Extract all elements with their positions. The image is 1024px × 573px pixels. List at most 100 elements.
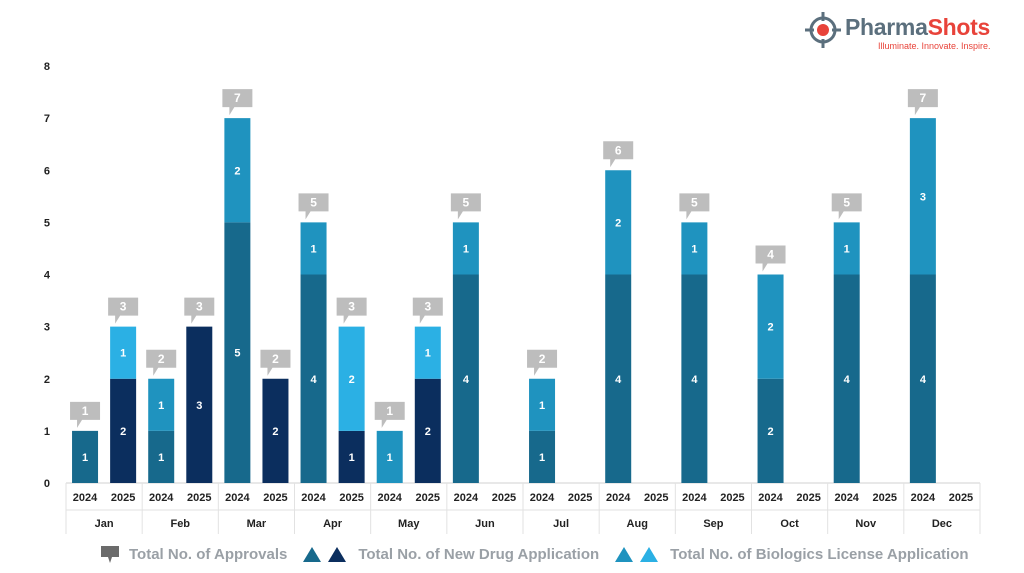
bar-nda	[605, 274, 632, 483]
total-label: 2	[272, 352, 279, 366]
x-tick-year: 2025	[720, 492, 744, 504]
y-tick-label: 4	[44, 270, 51, 282]
total-label: 7	[920, 91, 927, 105]
x-tick-year: 2025	[111, 492, 135, 504]
total-callout	[603, 141, 634, 168]
x-tick-year: 2024	[377, 492, 402, 504]
y-tick-label: 2	[44, 374, 50, 386]
y-tick-label: 7	[44, 113, 50, 125]
bar-nda	[300, 274, 327, 483]
total-label: 5	[691, 195, 698, 209]
total-label: 3	[348, 300, 355, 314]
total-label: 4	[767, 248, 774, 262]
bar-nda	[110, 378, 137, 483]
bar-bla-label: 1	[120, 348, 126, 360]
bar-nda	[338, 430, 365, 483]
bar-bla-label: 2	[349, 374, 355, 386]
x-tick-year: 2024	[454, 492, 479, 504]
triangle-pair-icon	[615, 547, 659, 562]
bar-nda-label: 4	[310, 374, 317, 386]
triangle-pair-icon	[303, 547, 347, 562]
x-tick-year: 2025	[492, 492, 516, 504]
total-callout	[260, 349, 291, 376]
brand-tagline: Illuminate. Innovate. Inspire.	[878, 41, 991, 51]
total-callout	[336, 297, 367, 324]
legend-item-total: Total No. of Approvals	[100, 544, 287, 564]
total-callout	[70, 401, 101, 428]
total-callout	[146, 349, 177, 376]
legend-label-bla: Total No. of Biologics License Applicati…	[670, 545, 969, 563]
bar-bla-label: 1	[463, 243, 469, 255]
total-label: 1	[82, 404, 89, 418]
total-label: 5	[310, 195, 317, 209]
bar-bla-label: 1	[691, 243, 697, 255]
bar-nda-label: 2	[767, 426, 773, 438]
x-tick-year: 2025	[416, 492, 440, 504]
x-tick-month: Mar	[247, 518, 267, 530]
bar-bla-label: 2	[615, 217, 621, 229]
x-tick-year: 2024	[758, 492, 783, 504]
bar-nda	[72, 430, 99, 483]
bar-bla	[681, 222, 708, 275]
bar-nda-label: 4	[920, 374, 927, 386]
bar-bla	[605, 170, 632, 275]
total-callout	[108, 297, 139, 324]
x-tick-year: 2024	[149, 492, 174, 504]
bar-nda	[452, 274, 479, 483]
bar-nda	[148, 430, 175, 483]
bar-bla-label: 1	[844, 243, 850, 255]
bar-bla	[757, 274, 784, 379]
bar-nda-label: 4	[615, 374, 622, 386]
bar-nda	[224, 222, 251, 483]
total-callout	[450, 193, 481, 220]
bar-nda-label: 4	[463, 374, 470, 386]
bar-nda-label: 5	[234, 348, 240, 360]
total-callout	[679, 193, 710, 220]
legend-item-bla: Total No. of Biologics License Applicati…	[613, 544, 969, 564]
legend-label-total: Total No. of Approvals	[129, 545, 288, 563]
y-tick-label: 3	[44, 322, 50, 334]
pharmashots-logo: PharmaShots Illuminate. Innovate. Inspir…	[805, 10, 1005, 58]
bar-bla-label: 3	[920, 191, 926, 203]
total-callout	[298, 193, 329, 220]
x-tick-year: 2024	[301, 492, 326, 504]
bar-bla-label: 1	[539, 400, 545, 412]
bar-nda-label: 2	[425, 426, 431, 438]
bar-bla	[338, 326, 365, 431]
total-callout	[527, 349, 558, 376]
x-tick-year: 2025	[568, 492, 592, 504]
x-tick-year: 2024	[225, 492, 250, 504]
total-callout	[831, 193, 862, 220]
x-tick-month: Jun	[475, 518, 495, 530]
x-tick-month: Oct	[780, 518, 799, 530]
x-tick-month: Jan	[95, 518, 114, 530]
bar-nda	[529, 430, 556, 483]
total-callout	[184, 297, 215, 324]
bar-nda	[262, 378, 289, 483]
total-callout	[907, 89, 938, 116]
x-tick-year: 2024	[911, 492, 936, 504]
bar-nda-label: 1	[158, 452, 164, 464]
bar-bla-label: 1	[425, 348, 431, 360]
x-tick-year: 2025	[263, 492, 287, 504]
bar-nda-label: 4	[691, 374, 698, 386]
bar-nda-label: 1	[349, 452, 355, 464]
bar-bla	[909, 118, 936, 275]
x-tick-month: Apr	[323, 518, 343, 530]
total-label: 3	[196, 300, 203, 314]
bar-bla	[529, 378, 556, 431]
bar-bla	[300, 222, 327, 275]
bar-bla-label: 1	[387, 452, 393, 464]
callout-icon	[101, 546, 119, 563]
bar-nda	[833, 274, 860, 483]
y-tick-label: 1	[44, 426, 50, 438]
crosshair-icon	[805, 12, 841, 48]
chart-legend: Total No. of Approvals Total No. of New …	[100, 541, 983, 567]
x-tick-year: 2024	[530, 492, 555, 504]
x-tick-month: Jul	[553, 518, 569, 530]
total-callout	[755, 245, 786, 272]
y-tick-label: 5	[44, 217, 50, 229]
total-label: 3	[120, 300, 127, 314]
bar-bla	[452, 222, 479, 275]
